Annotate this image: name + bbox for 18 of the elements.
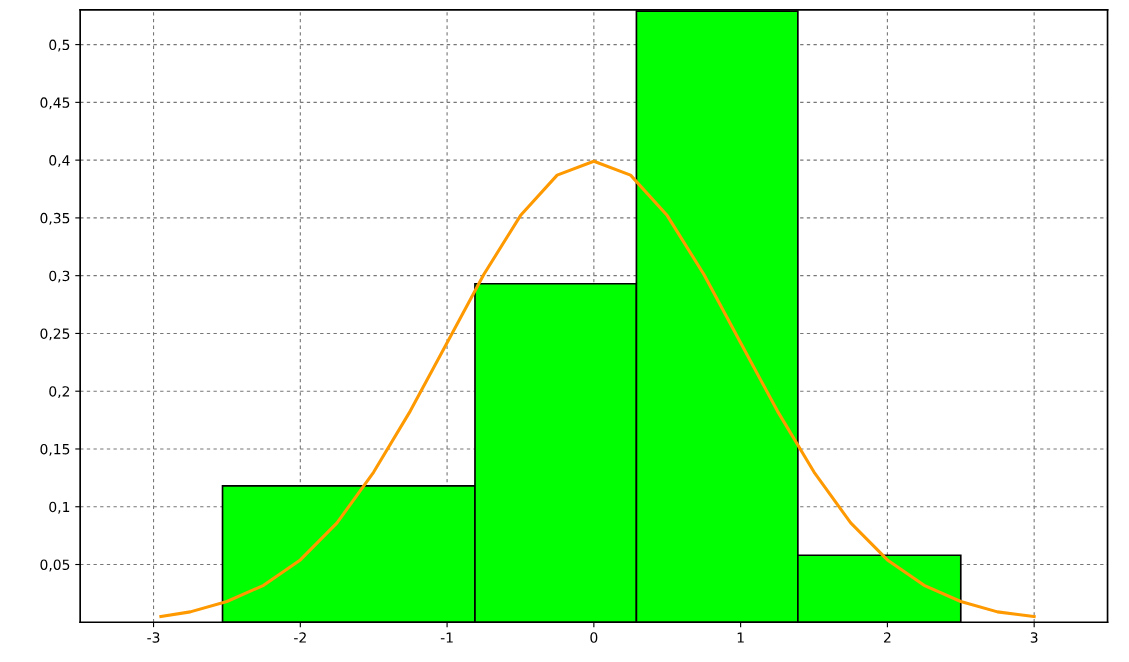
y-tick-label: 0,2 — [49, 386, 70, 399]
x-tick-label: 1 — [737, 632, 744, 643]
y-tick-label: 0,3 — [49, 270, 70, 283]
y-tick-label: 0,45 — [40, 97, 70, 110]
y-tick-label: 0,25 — [40, 328, 70, 341]
y-tick-label: 0,05 — [40, 559, 70, 572]
x-tick-label: -3 — [147, 632, 160, 643]
y-tick-label: 0,5 — [49, 39, 70, 52]
y-tick-label: 0,1 — [49, 501, 70, 514]
x-tick-label: 3 — [1030, 632, 1038, 643]
x-tick-label: -1 — [440, 632, 453, 643]
x-tick-label: 2 — [883, 632, 891, 643]
y-tick-label: 0,4 — [49, 155, 70, 168]
x-tick-label: 0 — [590, 632, 598, 643]
y-tick-label: 0,15 — [40, 443, 70, 456]
x-tick-label: -2 — [294, 632, 306, 643]
y-tick-label: 0,35 — [40, 212, 70, 225]
line-series — [159, 159, 1036, 619]
